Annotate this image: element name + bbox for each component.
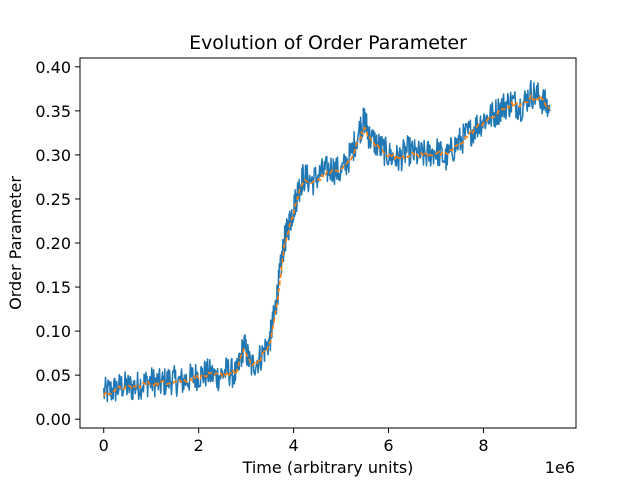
y-tick-label: 0.00: [35, 410, 71, 429]
x-tick-label: 8: [478, 436, 488, 455]
y-tick-label: 0.05: [35, 366, 71, 385]
chart-title: Evolution of Order Parameter: [189, 32, 467, 54]
series-line-1: [102, 80, 551, 403]
x-tick-label: 2: [194, 436, 204, 455]
y-tick-label: 0.35: [35, 102, 71, 121]
y-tick-label: 0.30: [35, 146, 71, 165]
y-tick-label: 0.10: [35, 322, 71, 341]
x-tick-label: 4: [288, 436, 298, 455]
plot-area: [102, 80, 551, 403]
x-axis-label: Time (arbitrary units): [242, 458, 414, 477]
series-line-2: [102, 94, 551, 397]
y-tick-label: 0.25: [35, 190, 71, 209]
axes: 0 2 4 6 8 0.00 0.05 0.10 0.15 0.20 0.25 0.30 0.35 0.4…: [35, 57, 577, 455]
y-tick-label: 0.40: [35, 58, 71, 77]
x-tick-label: 6: [383, 436, 393, 455]
x-axis-offset-label: 1e6: [545, 458, 575, 477]
y-tick-label: 0.15: [35, 278, 71, 297]
y-axis-label: Order Parameter: [6, 176, 25, 310]
y-tick-label: 0.20: [35, 234, 71, 253]
x-tick-label: 0: [99, 436, 109, 455]
